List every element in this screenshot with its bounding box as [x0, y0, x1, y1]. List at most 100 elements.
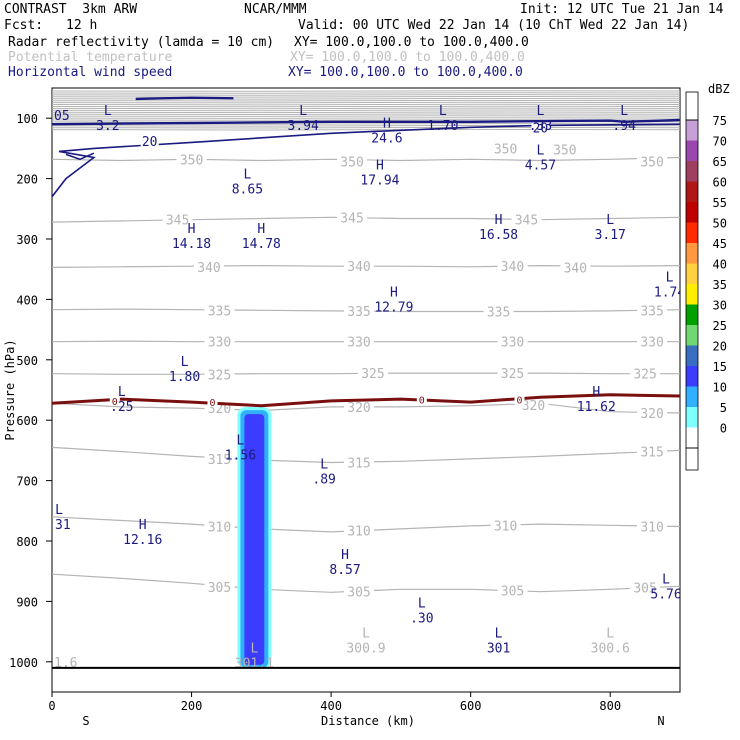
theta-label-bg — [344, 303, 375, 317]
field2-xy: XY= 100.0,100.0 to 100.0,400.0 — [290, 50, 525, 65]
theta-upper-line — [52, 109, 680, 112]
colorbar-swatch-35 — [686, 284, 698, 305]
theta-contour-label: 335 — [640, 304, 663, 319]
colorbar-frame — [685, 119, 699, 449]
wind-label-bg — [140, 134, 159, 148]
extremum-high-marker: H — [188, 222, 196, 237]
extremum-value: 5.76 — [650, 587, 681, 602]
theta-upper-line — [52, 115, 680, 117]
theta-upper-line — [52, 117, 680, 119]
theta-label-bg — [204, 579, 235, 593]
extremum-value: 4.57 — [525, 158, 556, 173]
extremum-value: 14.18 — [172, 237, 211, 252]
theta-contour-label: 310 — [347, 525, 370, 540]
theta-upper-line — [52, 103, 680, 106]
theta-label-bg — [497, 259, 528, 273]
colorbar-swatch-70 — [686, 140, 698, 161]
theta-upper-line — [52, 126, 680, 129]
theta-label-bg — [637, 519, 668, 533]
colorbar-top-cap — [685, 91, 699, 121]
extremum-value: 301.1 — [235, 657, 274, 672]
extremum-value: .33 — [529, 119, 552, 134]
theta-label-bg — [637, 303, 668, 317]
init-time: Init: 12 UTC Tue 21 Jan 14 — [520, 2, 724, 17]
theta-label-bg — [637, 444, 668, 458]
extremum-low-marker: L — [439, 104, 447, 119]
theta-contour-label: 340 — [501, 260, 524, 275]
theta-upper-line — [52, 99, 680, 102]
theta-contour-label: 305 — [633, 582, 656, 597]
colorbar-label: 30 — [713, 299, 727, 313]
reflectivity-15dbz — [244, 414, 265, 665]
x-end-label-right: N — [657, 714, 664, 728]
theta-label-bg — [497, 583, 528, 597]
colorbar-label: 35 — [713, 278, 727, 292]
x-end-label-left: S — [82, 714, 89, 728]
theta-contour-label: 325 — [208, 368, 231, 383]
colorbar-swatch-65 — [686, 161, 698, 182]
extremum-low-marker: L — [181, 355, 189, 370]
theta-upper-line — [52, 92, 680, 94]
extremum-value: .30 — [410, 611, 433, 626]
x-tick-label: 400 — [320, 699, 342, 713]
theta-contour-label: 305 — [501, 585, 524, 600]
theta-upper-line — [52, 95, 680, 98]
colorbar-swatch-55 — [686, 202, 698, 223]
theta-contour-label: 310 — [640, 521, 663, 536]
wind-contour-label: 20 — [142, 135, 158, 150]
extremum-value: 301 — [487, 642, 510, 657]
colorbar-label: 75 — [713, 114, 727, 128]
y-tick-label: 900 — [16, 595, 38, 609]
extremum-low-marker: L — [362, 627, 370, 642]
extremum-value: 14.78 — [242, 237, 281, 252]
extremum-value: 1.74 — [654, 285, 685, 300]
extremum-high-marker: H — [592, 385, 600, 400]
theta-label-bg — [637, 154, 668, 168]
theta-contour-label: 305 — [347, 586, 370, 601]
theta-contour-label: 335 — [208, 304, 231, 319]
theta-upper-line — [52, 128, 680, 131]
theta-contour-label: 350 — [180, 153, 203, 168]
extremum-value: 12.79 — [374, 300, 413, 315]
theta-contour-label: 305 — [208, 581, 231, 596]
y-tick-label: 600 — [16, 414, 38, 428]
theta-upper-line — [52, 90, 680, 92]
theta-contour-label: 350 — [494, 142, 517, 157]
theta-contour-label: 310 — [208, 521, 231, 536]
theta-label-bg — [344, 399, 375, 413]
theta-label-bg — [518, 398, 549, 412]
theta-contour-label: 320 — [640, 407, 663, 422]
theta-upper-line — [52, 113, 680, 116]
theta-contour-label: 325 — [361, 367, 384, 382]
extremum-value: 17.94 — [360, 174, 399, 189]
extremum-value: 3.2 — [96, 119, 119, 134]
freezing-label-bg — [416, 394, 427, 405]
extremum-value: .94 — [612, 119, 636, 134]
colorbar-swatch-15 — [686, 366, 698, 387]
theta-label-bg — [344, 455, 375, 469]
colorbar-label: 0 — [720, 422, 727, 436]
theta-contour-label: 350 — [640, 156, 663, 171]
colorbar-unit: dBZ — [708, 82, 730, 96]
theta-label-bg — [560, 260, 591, 274]
theta-upper-line — [52, 107, 680, 110]
y-tick-label: 400 — [16, 293, 38, 307]
extremum-value: .31 — [47, 518, 70, 533]
field3-xy: XY= 100.0,100.0 to 100.0,400.0 — [288, 65, 523, 80]
wind-contour-label: 20 — [533, 121, 549, 136]
theta-contour-label: 330 — [347, 336, 370, 351]
forecast-label: Fcst: — [4, 18, 44, 33]
extremum-value: 16.58 — [479, 228, 518, 243]
freezing-level-label: 0 — [419, 396, 425, 407]
y-tick-label: 200 — [16, 173, 38, 187]
org-label: NCAR/MMM — [244, 2, 307, 17]
extremum-value: 8.65 — [232, 183, 263, 198]
theta-label-bg — [497, 334, 528, 348]
extremum-low-marker: L — [662, 572, 670, 587]
x-tick-label: 600 — [460, 699, 482, 713]
forecast-hours: 12 h — [66, 18, 98, 33]
extremum-low-marker: L — [606, 213, 614, 228]
theta-label-bg — [204, 334, 235, 348]
y-tick-label: 700 — [16, 475, 38, 489]
